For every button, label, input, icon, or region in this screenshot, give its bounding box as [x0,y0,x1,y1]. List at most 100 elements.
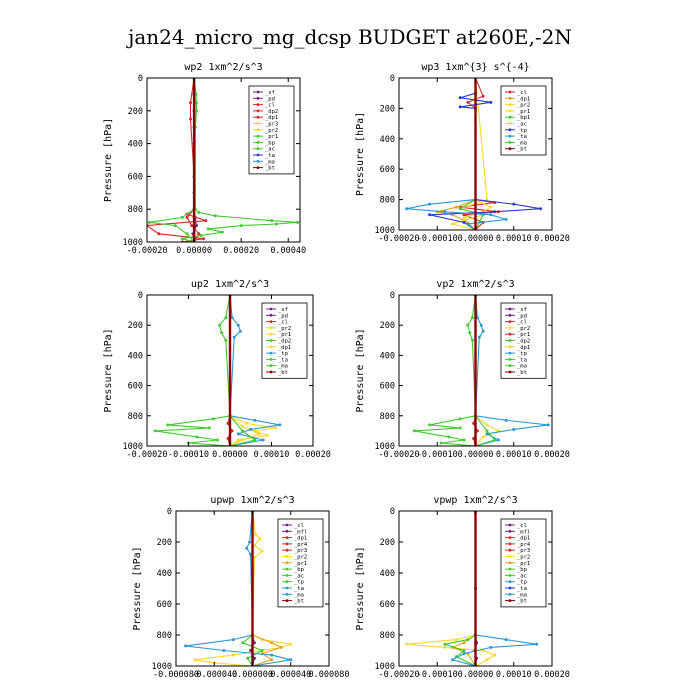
y-tick-label: 600 [380,165,395,175]
legend-marker [269,351,273,355]
data-point-pr1 [451,222,455,226]
legend-label: _bt [517,370,527,376]
data-point-ta [289,658,293,662]
data-point-pr2 [462,216,466,220]
legend-label: _pr2 [517,103,530,109]
legend-marker [508,141,512,144]
legend-label: _pr1 [517,332,530,338]
y-tick-label: 400 [128,351,143,361]
data-point-bp [260,649,264,652]
x-tick-label: 0.00010 [496,450,532,460]
x-tick-label: 0.00020 [534,670,570,680]
data-point-pr2 [245,421,249,425]
y-tick-label: 400 [380,135,395,145]
y-axis-label: Pressure [hPa] [355,112,366,196]
y-tick-label: 800 [380,631,395,641]
data-point-tp [504,418,508,422]
panel-title: wp3 1xm^{3} s^{-4} [421,62,529,73]
data-point-cl [462,213,466,217]
panel-3: up2 1xm^2/s^3 Pressure [hPa] 0 200 400 600 800… [103,279,331,460]
data-point-pr2 [236,438,240,442]
legend-label: _ma [265,159,275,165]
y-tick-label: 800 [128,412,143,422]
data-point-tp [512,202,516,206]
data-point-dp2 [428,423,432,427]
legend-marker [256,128,260,132]
data-point-tp [236,432,240,436]
data-point-dp2 [195,435,199,439]
legend-marker [256,153,260,157]
series-line-tp [451,511,537,666]
data-point-cl [226,421,230,425]
x-tick-label: -0.00010 [417,450,458,460]
legend-label: _ta [517,357,527,363]
legend-label: _pr3 [517,548,530,554]
data-point-tp [232,335,236,339]
series-line-ta [185,511,291,666]
legend-marker [508,542,512,546]
data-point-pr2 [485,658,489,662]
series-line-pr2 [474,295,500,446]
legend-marker [285,555,289,558]
data-point-cl [189,117,193,121]
legend-marker [269,358,273,361]
legend-label: _pr1 [265,134,278,140]
panel-title: upwp 1xm^2/s^3 [210,495,294,506]
legend-marker [508,320,512,323]
legend-marker [256,103,260,106]
data-point-bp [180,215,184,219]
data-point-bp [173,224,177,228]
legend-label: _bt [294,599,304,605]
data-point-pr2 [489,205,493,209]
legend-label: _pr2 [517,326,530,332]
legend-label: _pr3 [294,548,307,554]
data-point-pr2 [485,423,489,427]
legend-marker [285,542,289,546]
data-point-pr2 [405,642,409,646]
data-point-tp [493,210,497,214]
data-point-pr2 [443,645,447,649]
legend-marker [508,128,512,132]
legend-label: _pr2 [278,326,291,332]
y-tick-label: 800 [157,631,172,641]
y-tick-label: 0 [138,74,143,84]
data-point-pr2 [260,549,264,553]
legend-marker [508,548,512,552]
legend-label: _pr1 [517,109,530,115]
data-point-ta [222,649,226,652]
y-tick-label: 1000 [152,662,172,672]
legend-label: _ta [294,586,304,592]
legend-label: _cl [265,103,275,109]
data-point-cl [230,429,234,433]
panel-6: vpwp 1xm^2/s^3 Pressure [hPa] 0 200 400 600 80… [355,495,570,680]
data-point-tp [535,642,539,646]
legend-label: _pr3 [265,122,278,128]
data-point-tp [504,638,508,642]
data-point-tp [489,645,493,649]
legend-marker [508,109,512,113]
y-tick-label: 200 [380,321,395,331]
legend-label: _cl [517,320,527,326]
panel-1: wp2 1xm^2/s^3 Pressure [hPa] 0 200 400 600 800… [103,62,306,256]
legend-marker [285,536,289,539]
y-axis-label: Pressure [hPa] [103,118,114,202]
y-tick-label: 800 [380,196,395,206]
legend-label: _pr4 [517,542,531,548]
data-point-ta [485,429,489,433]
x-tick-label: -0.00020 [379,234,420,244]
legend-label: _pd [278,313,288,319]
x-tick-label: 0.00020 [295,450,331,460]
legend-label: _ta [278,357,288,363]
legend-label: _cl [517,523,527,529]
legend-marker [508,567,512,571]
data-point-dp2 [470,338,474,342]
data-point-tp [479,323,483,327]
legend-marker [508,103,512,106]
data-point-ta [231,638,235,642]
y-tick-label: 400 [380,351,395,361]
legend-label: _bt [517,599,527,605]
legend: _sf_pd_cl_pr2_pr1_dp2_dp1_tp_ta_ma_bt [500,302,547,379]
panel-4: vp2 1xm^2/s^3 Pressure [hPa] 0 200 400 600 800… [355,279,570,460]
legend-marker [285,586,289,590]
